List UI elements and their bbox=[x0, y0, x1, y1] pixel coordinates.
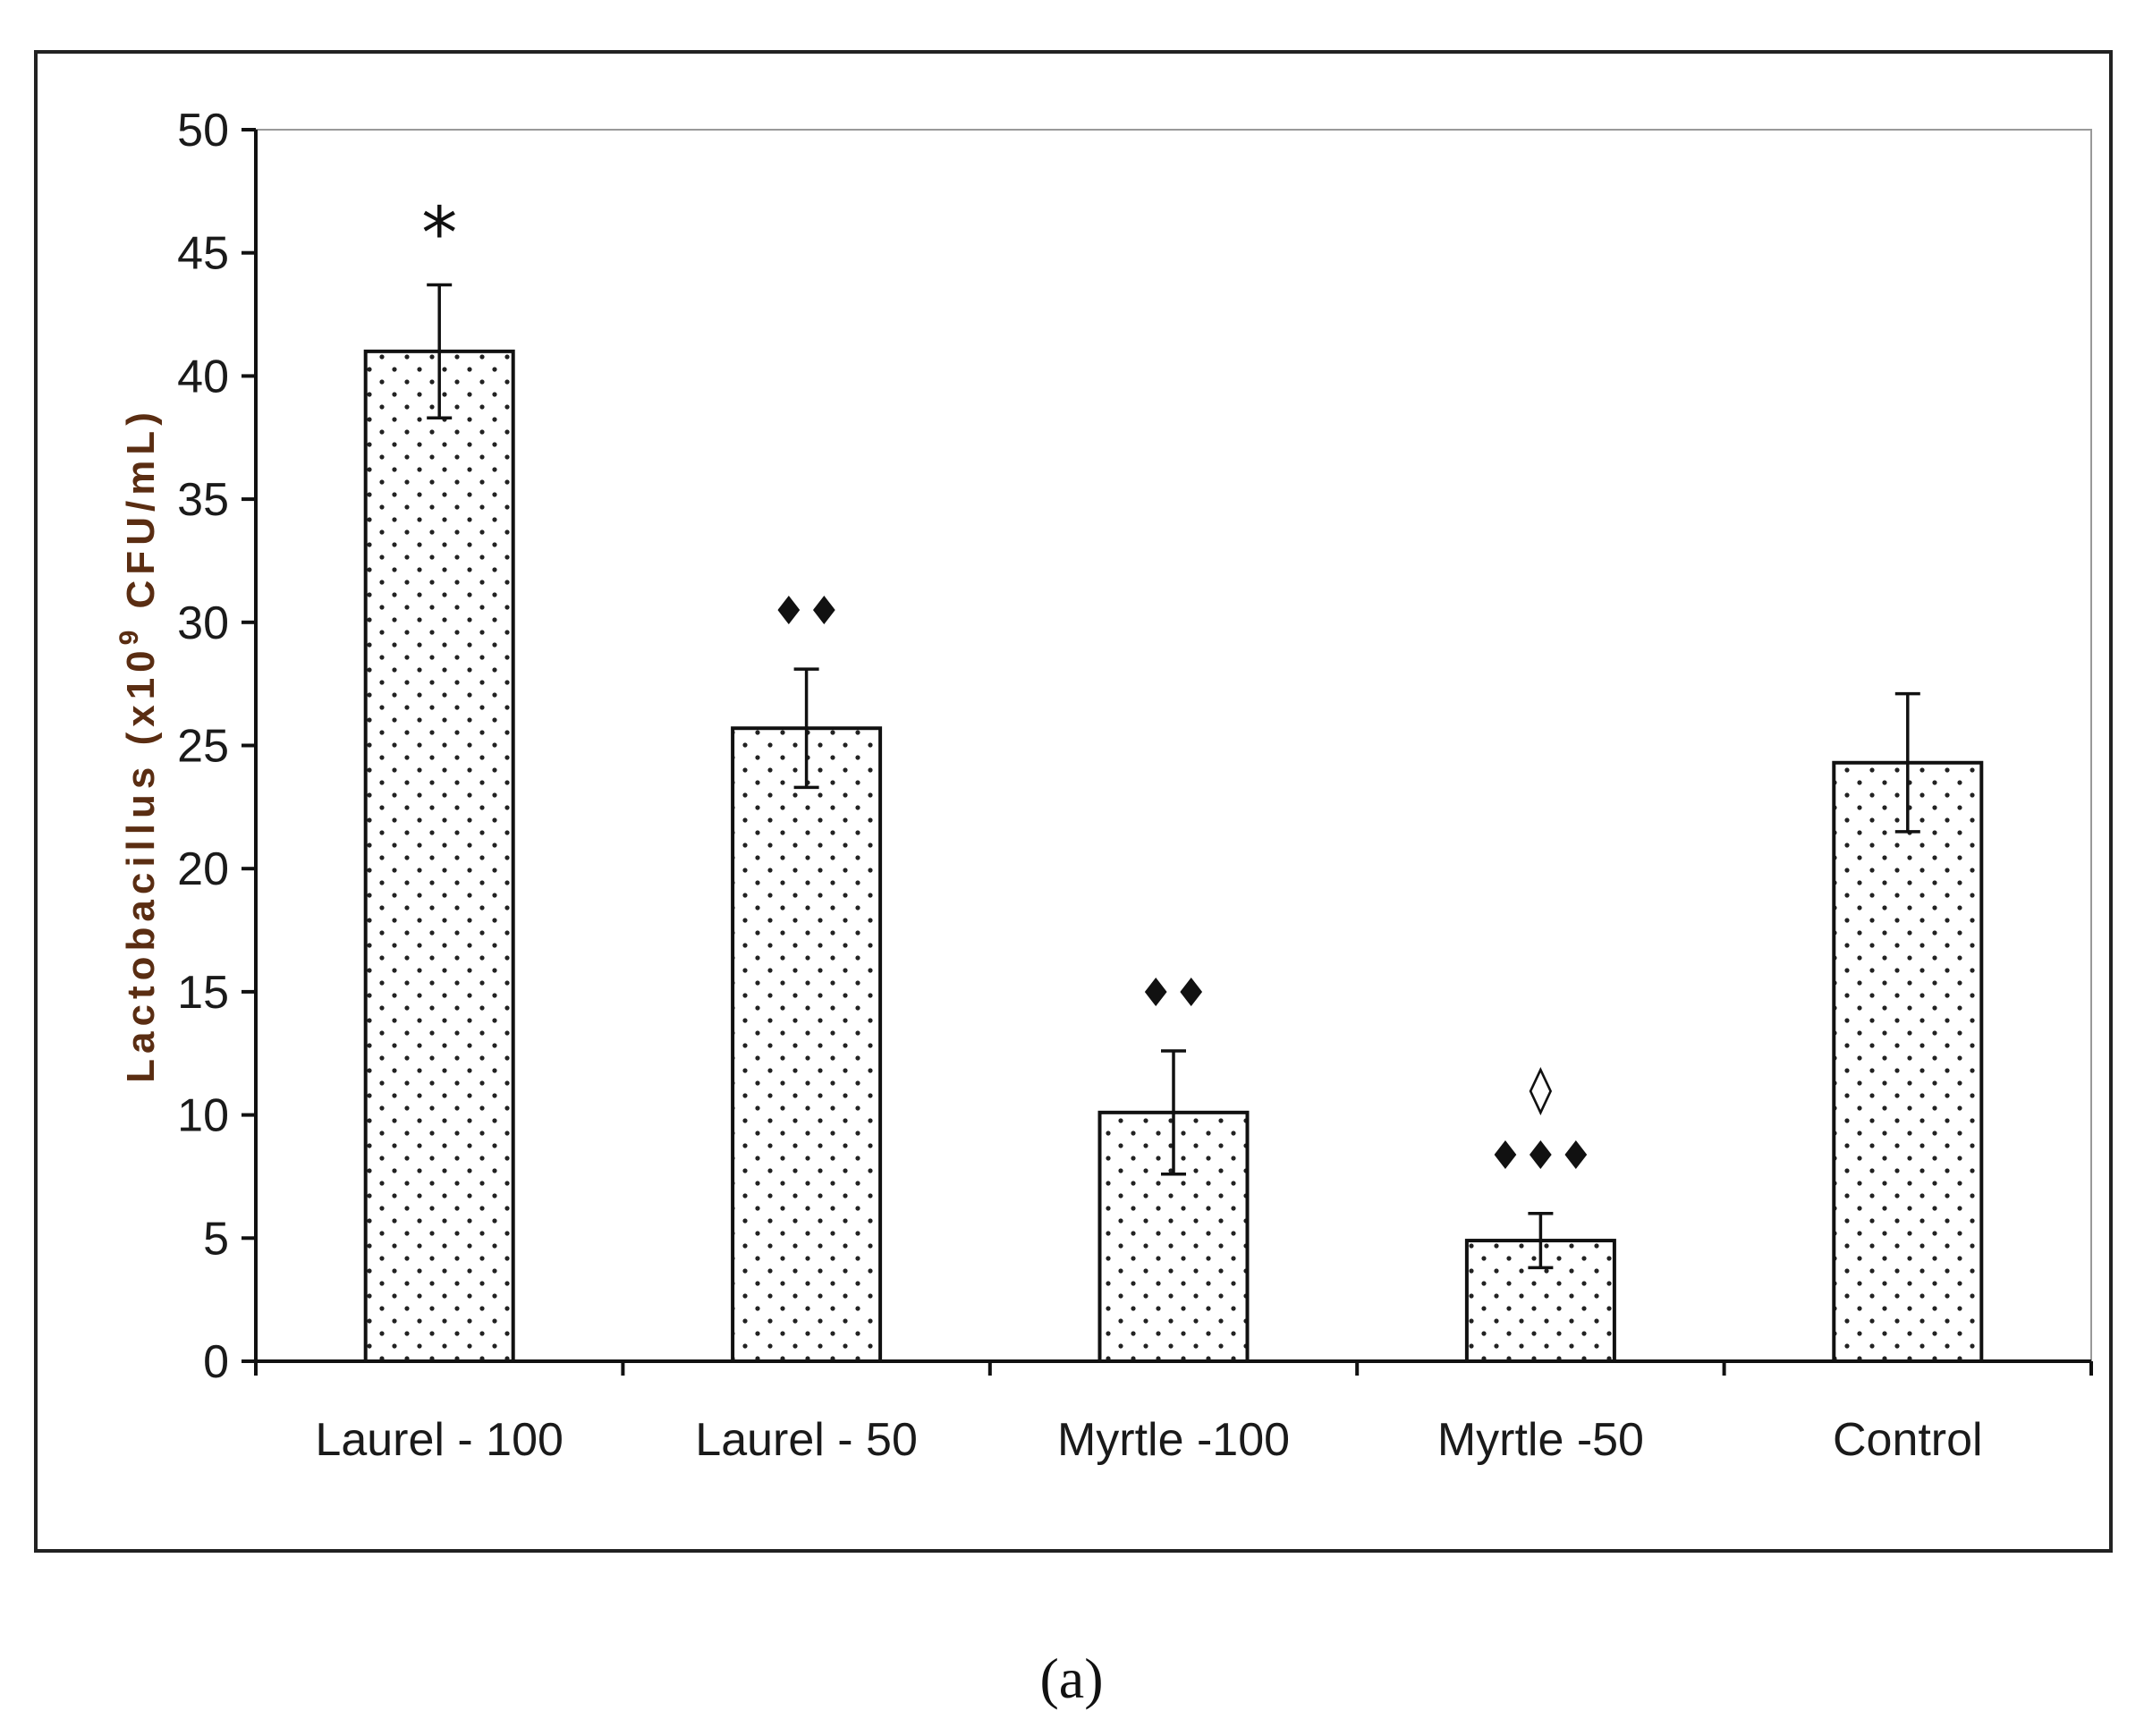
significance-mark: * bbox=[421, 192, 457, 275]
category-label: Laurel - 100 bbox=[315, 1414, 564, 1466]
bar bbox=[1832, 760, 1984, 1363]
significance-mark: ◊ bbox=[1530, 1063, 1553, 1116]
y-tick-label: 0 bbox=[203, 1336, 229, 1388]
y-axis-title: Lactobacillus (x109 CFU/mL) bbox=[114, 407, 163, 1083]
category-label: Myrtle -100 bbox=[1057, 1414, 1290, 1466]
y-tick-label: 20 bbox=[177, 843, 229, 895]
category-label: Control bbox=[1833, 1414, 1983, 1466]
y-tick-label: 15 bbox=[177, 967, 229, 1019]
x-ticks bbox=[254, 1361, 2093, 1376]
chart-frame bbox=[34, 50, 2113, 1553]
bar bbox=[731, 726, 883, 1363]
y-axis-title-sup: 9 bbox=[114, 625, 144, 646]
significance-mark: ♦♦ bbox=[1139, 970, 1209, 1016]
category-label: Laurel - 50 bbox=[695, 1414, 918, 1466]
y-tick-label: 30 bbox=[177, 597, 229, 649]
significance-mark: ♦♦ bbox=[771, 589, 842, 634]
panel-label: (a) bbox=[1039, 1647, 1103, 1710]
significance-mark: ♦♦♦ bbox=[1487, 1133, 1593, 1179]
y-tick-label: 35 bbox=[177, 474, 229, 526]
y-tick-label: 45 bbox=[177, 228, 229, 280]
y-tick-label: 25 bbox=[177, 721, 229, 773]
y-tick-label: 5 bbox=[203, 1213, 229, 1265]
y-tick-label: 40 bbox=[177, 351, 229, 402]
category-label: Myrtle -50 bbox=[1437, 1414, 1644, 1466]
y-tick-label: 10 bbox=[177, 1090, 229, 1142]
error-bars bbox=[427, 283, 1920, 1270]
y-tick-label: 50 bbox=[177, 105, 229, 157]
bar bbox=[363, 349, 515, 1363]
category-labels: Laurel - 100 Laurel - 50 Myrtle -100 Myrtle… bbox=[315, 1414, 1982, 1466]
y-axis-title-tail: CFU/mL) bbox=[119, 407, 163, 625]
significance-marks: *♦♦♦♦♦♦♦◊ bbox=[421, 192, 1593, 1179]
y-axis-title-main: Lactobacillus (x10 bbox=[119, 645, 163, 1082]
y-ticks: 0 5 10 15 20 25 30 35 40 45 50 bbox=[177, 105, 256, 1388]
